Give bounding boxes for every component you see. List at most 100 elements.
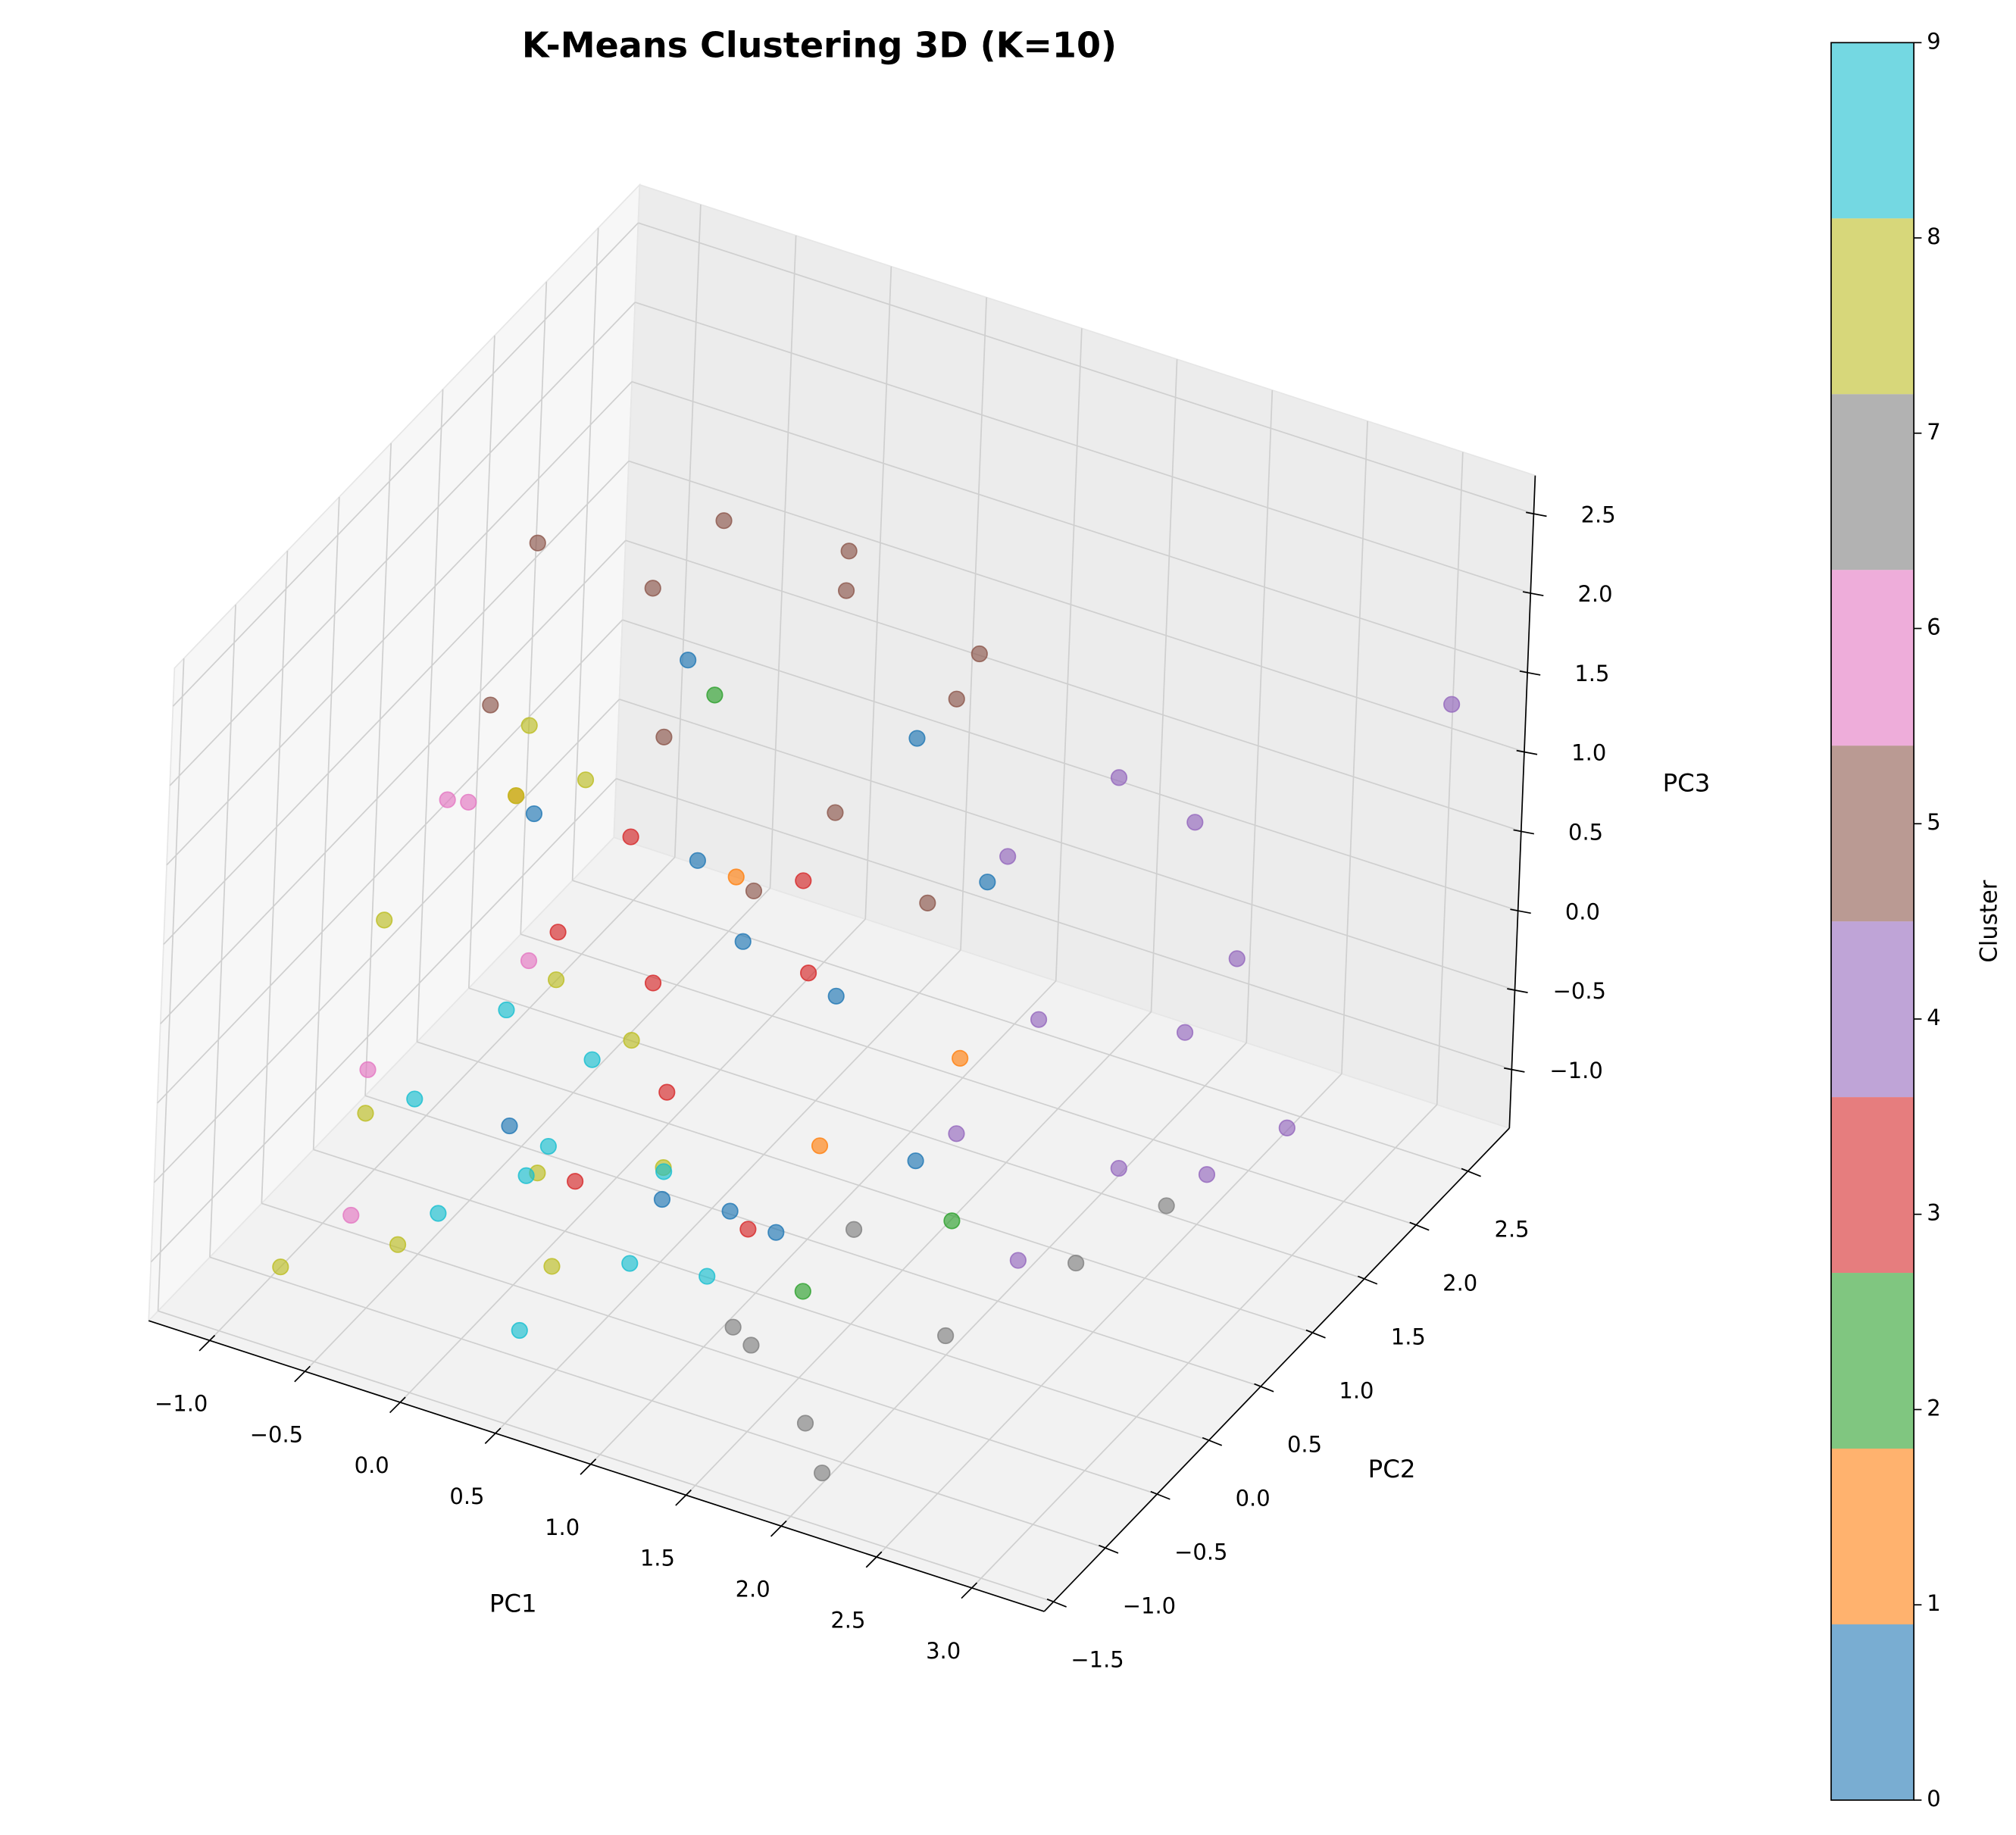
point <box>970 645 988 663</box>
colorbar-tick-label: 4 <box>1927 1005 1940 1030</box>
grid-line <box>160 539 627 1024</box>
colorbar-tick-label: 9 <box>1927 28 1940 54</box>
point <box>937 1327 955 1345</box>
point <box>644 974 662 992</box>
grid-line <box>1436 452 1464 1105</box>
y-tick <box>1461 1168 1481 1177</box>
point <box>543 1258 561 1275</box>
point <box>827 987 845 1005</box>
points <box>272 512 1461 1482</box>
y-tick <box>1150 1490 1171 1500</box>
point <box>577 771 595 789</box>
point <box>1110 1159 1127 1177</box>
point <box>520 717 538 734</box>
point <box>359 1061 377 1078</box>
grid-line <box>780 1042 1247 1527</box>
grid-line <box>616 777 1512 1071</box>
y-tick <box>1409 1221 1430 1231</box>
x-tick <box>484 1427 502 1445</box>
colorbar-band <box>1830 1449 1914 1624</box>
point <box>837 582 855 599</box>
colorbar: 0 1 2 3 4 5 6 7 8 9 <box>1830 28 1941 1812</box>
point <box>919 894 936 911</box>
x-tick <box>294 1365 311 1383</box>
x-tick-label: −1.0 <box>155 1391 208 1417</box>
chart-title: K-Means Clustering 3D (K=10) <box>522 25 1117 66</box>
point <box>1176 1024 1194 1041</box>
colorbar-band <box>1830 921 1914 1098</box>
y-tick <box>1202 1436 1223 1446</box>
y-axis-label: PC2 <box>1368 1455 1416 1483</box>
y-tick-label: 1.0 <box>1339 1377 1374 1403</box>
grid-line <box>163 460 630 946</box>
point <box>979 874 996 891</box>
y-tick-label: 2.0 <box>1442 1270 1477 1296</box>
y-tick <box>1046 1598 1067 1608</box>
point <box>525 805 543 823</box>
x-tick-label: −0.5 <box>250 1421 303 1447</box>
x-tick-label: 2.0 <box>736 1577 770 1602</box>
colorbar-band <box>1830 42 1914 219</box>
point <box>644 580 661 597</box>
grid-line <box>209 856 676 1341</box>
x-tick-label: 0.5 <box>449 1483 484 1509</box>
y-tick <box>1254 1383 1274 1393</box>
x-tick <box>580 1458 597 1475</box>
point <box>794 1283 811 1300</box>
grid-line <box>261 1202 1158 1495</box>
y-tick-label: 0.5 <box>1287 1431 1322 1457</box>
point <box>389 1236 407 1253</box>
point <box>721 1202 739 1220</box>
x-tick-label: 1.0 <box>545 1515 580 1540</box>
grid-line <box>769 235 797 889</box>
grid-line <box>364 442 392 1096</box>
y-tick-label: 0.0 <box>1236 1485 1271 1511</box>
point <box>1110 769 1128 786</box>
z-tick <box>1510 908 1531 914</box>
point <box>1158 1197 1175 1214</box>
point <box>742 1336 760 1354</box>
colorbar-band <box>1830 1097 1914 1274</box>
z-tick-label: −1.0 <box>1549 1058 1602 1083</box>
grid-line <box>1341 420 1368 1074</box>
point <box>547 971 565 989</box>
grid-line <box>417 1041 1313 1333</box>
point <box>622 828 639 846</box>
grid-line <box>416 389 444 1043</box>
z-tick-label: 1.0 <box>1571 740 1606 766</box>
colorbar-tick-label: 2 <box>1927 1395 1940 1421</box>
x-tick <box>198 1334 216 1352</box>
colorbar-tick-label: 0 <box>1927 1786 1940 1812</box>
grid <box>150 205 1534 1602</box>
grid-line <box>864 266 892 920</box>
point <box>1198 1166 1216 1183</box>
grid-line <box>625 539 1522 832</box>
point <box>706 686 724 704</box>
colorbar-band <box>1830 394 1914 571</box>
point <box>1443 696 1461 713</box>
point <box>845 1221 863 1238</box>
point <box>739 1221 757 1238</box>
grid-line <box>520 933 1417 1226</box>
point <box>501 1117 518 1135</box>
colorbar-label: Cluster <box>1976 880 2002 962</box>
point <box>795 872 812 889</box>
grid-line <box>467 335 495 989</box>
grid-line <box>638 222 1534 514</box>
x-tick-label: 0.0 <box>355 1452 389 1478</box>
point <box>583 1051 601 1068</box>
colorbar-tick-label: 6 <box>1927 614 1940 640</box>
z-tick-label: 2.5 <box>1581 502 1616 527</box>
z-tick <box>1519 670 1541 676</box>
grid-line <box>172 222 639 707</box>
colorbar-tick-label: 7 <box>1927 419 1940 445</box>
point <box>734 933 752 950</box>
point <box>999 848 1017 865</box>
x-axis-label: PC1 <box>489 1589 537 1618</box>
point <box>1067 1255 1085 1272</box>
x-tick <box>770 1520 787 1537</box>
point <box>508 787 525 805</box>
point <box>827 804 844 821</box>
grid-line <box>590 980 1057 1465</box>
